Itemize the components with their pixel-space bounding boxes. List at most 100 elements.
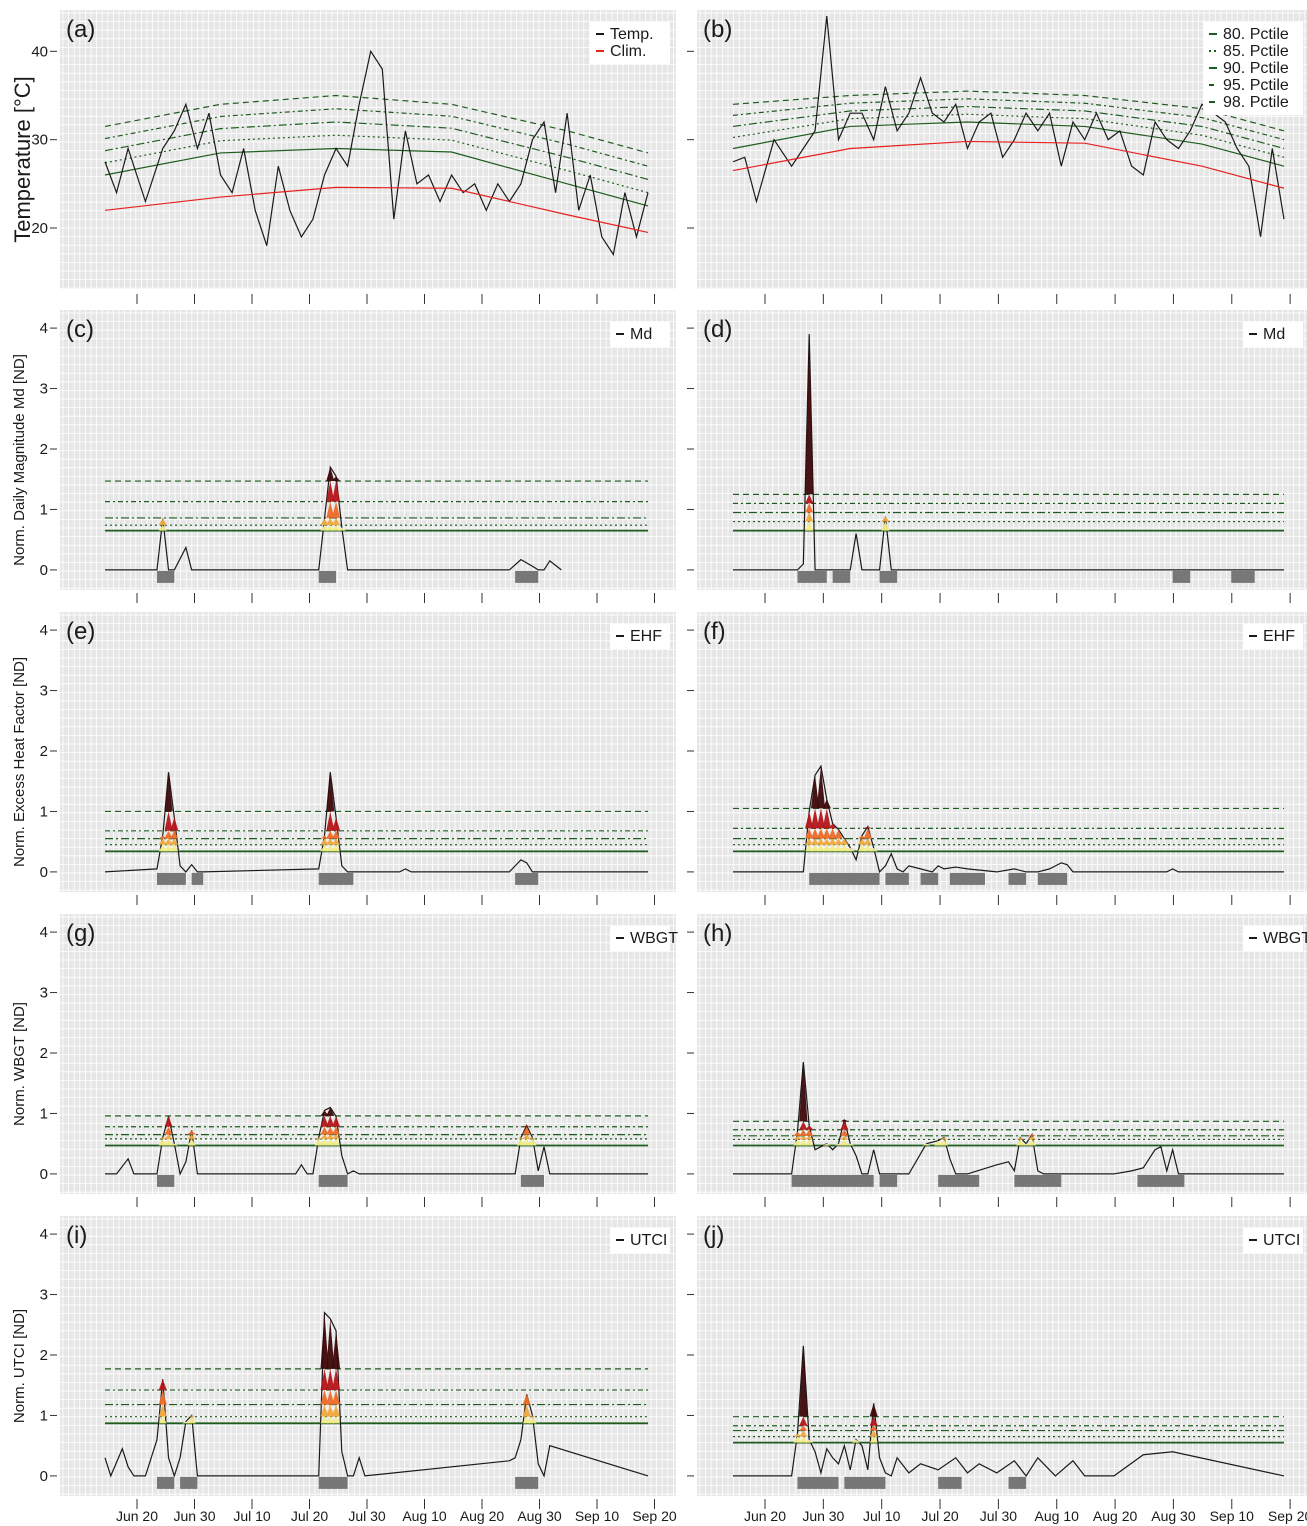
y-tick-label: 3 bbox=[40, 985, 48, 1002]
legend-label: UTCI bbox=[1263, 1232, 1300, 1249]
exceedance-band bbox=[805, 1139, 814, 1146]
exceedance-band bbox=[332, 517, 341, 526]
exceedance-band bbox=[1027, 1135, 1037, 1140]
y-tick-label: 3 bbox=[40, 381, 48, 398]
y-tick-label: 0 bbox=[40, 562, 48, 579]
y-tick-label: 20 bbox=[31, 220, 48, 237]
y-tick-label: 3 bbox=[40, 1287, 48, 1304]
y-axis-label: Norm. WBGT [ND] bbox=[11, 1002, 28, 1126]
exceedance-band bbox=[332, 1330, 341, 1369]
exceedance-band bbox=[320, 1138, 329, 1146]
exceedance-band bbox=[170, 817, 179, 831]
exceedance-band bbox=[851, 1439, 861, 1443]
exceedance-band bbox=[822, 844, 831, 852]
legend-label: 85. Pctile bbox=[1223, 43, 1289, 60]
legend: UTCI bbox=[610, 1228, 670, 1253]
event-bar bbox=[520, 1174, 545, 1187]
y-tick-label: 2 bbox=[40, 1347, 48, 1364]
exceedance-band bbox=[805, 503, 814, 513]
y-tick-label: 0 bbox=[40, 864, 48, 881]
exceedance-band bbox=[846, 847, 855, 852]
y-axis-label: Norm. Excess Heat Factor [ND] bbox=[11, 657, 28, 867]
series-line-wbgt bbox=[105, 1106, 648, 1176]
legend-label: EHF bbox=[630, 628, 662, 645]
legend-label: 95. Pctile bbox=[1223, 77, 1289, 94]
series-line-temp bbox=[104, 49, 649, 257]
exceedance-band bbox=[337, 527, 346, 531]
panel-e: 0 1 2 3 4 Norm. Excess Heat Factor [ND] (e) EHF bbox=[11, 612, 676, 905]
x-tick-label: Jun 20 bbox=[744, 1508, 786, 1524]
y-tick-label: 30 bbox=[31, 132, 48, 149]
exceedance-band bbox=[187, 1134, 196, 1139]
y-tick-label: 1 bbox=[40, 501, 48, 518]
exceedance-band bbox=[881, 521, 890, 531]
exceedance-band bbox=[164, 1116, 173, 1127]
exceedance-band bbox=[799, 1062, 808, 1122]
exceedance-band bbox=[522, 1125, 531, 1127]
exceedance-band bbox=[869, 1425, 878, 1431]
exceedance-band bbox=[793, 1131, 802, 1136]
panel-label: (e) bbox=[66, 618, 95, 645]
legend: UTCI bbox=[1243, 1228, 1303, 1253]
exceedance-band bbox=[828, 823, 837, 829]
exceedance-band bbox=[805, 334, 814, 495]
exceedance-band bbox=[326, 844, 335, 852]
event-bar bbox=[1008, 1476, 1027, 1489]
exceedance-band bbox=[810, 828, 820, 839]
exceedance-band bbox=[320, 835, 329, 839]
exceedance-band bbox=[869, 1436, 878, 1443]
exceedance-band bbox=[816, 838, 826, 845]
exceedance-band bbox=[840, 1139, 849, 1146]
panel-label: (b) bbox=[703, 16, 732, 43]
exceedance-band bbox=[816, 828, 826, 839]
y-tick-label: 1 bbox=[40, 1105, 48, 1122]
exceedance-band bbox=[170, 838, 179, 845]
event-bar bbox=[797, 570, 827, 583]
x-tick-label: Jul 30 bbox=[980, 1508, 1018, 1524]
exceedance-band bbox=[187, 1138, 196, 1146]
exceedance-band bbox=[332, 525, 341, 531]
exceedance-band bbox=[332, 481, 341, 502]
threshold-line bbox=[732, 113, 1285, 158]
exceedance-band bbox=[326, 525, 335, 531]
exceedance-band bbox=[326, 1115, 335, 1127]
panel-g: 0 1 2 3 4 Norm. WBGT [ND] (g) WBGT bbox=[11, 914, 678, 1207]
exceedance-band bbox=[863, 828, 872, 839]
y-tick-label: 1 bbox=[40, 1407, 48, 1424]
exceedance-band bbox=[170, 844, 179, 852]
exceedance-band bbox=[528, 1138, 537, 1146]
exceedance-band bbox=[326, 1107, 335, 1116]
exceedance-band bbox=[522, 1126, 531, 1135]
y-tick-label: 4 bbox=[40, 1226, 48, 1243]
series-line-clim bbox=[732, 140, 1285, 189]
event-bar bbox=[791, 1174, 874, 1187]
event-bar bbox=[938, 1476, 962, 1489]
exceedance-band bbox=[816, 808, 826, 829]
x-tick-label: Jun 30 bbox=[173, 1508, 215, 1524]
exceedance-band bbox=[793, 1139, 802, 1146]
plot-background bbox=[60, 914, 676, 1194]
panel-d: (d) Md bbox=[687, 310, 1307, 603]
exceedance-band bbox=[528, 1415, 537, 1417]
exceedance-band bbox=[332, 501, 341, 518]
panel-label: (h) bbox=[703, 920, 732, 947]
exceedance-band bbox=[332, 1416, 341, 1424]
exceedance-band bbox=[805, 844, 814, 852]
exceedance-band bbox=[528, 1137, 537, 1139]
exceedance-band bbox=[840, 1129, 849, 1136]
exceedance-band bbox=[840, 1121, 849, 1130]
exceedance-band bbox=[158, 1379, 167, 1391]
event-bar bbox=[938, 1174, 980, 1187]
exceedance-band bbox=[332, 1390, 341, 1405]
exceedance-band bbox=[1027, 1139, 1037, 1146]
exceedance-band bbox=[158, 1138, 167, 1146]
x-tick-label: Jul 10 bbox=[233, 1508, 271, 1524]
x-tick-label: Sep 20 bbox=[1268, 1508, 1307, 1524]
exceedance-band bbox=[164, 844, 173, 852]
event-bar bbox=[809, 872, 880, 885]
event-bar bbox=[318, 570, 337, 583]
y-axis-label: Temperature [°C] bbox=[10, 76, 35, 243]
y-tick-label: 0 bbox=[40, 1166, 48, 1183]
exceedance-band bbox=[805, 1439, 814, 1443]
plot-background bbox=[60, 1216, 676, 1496]
